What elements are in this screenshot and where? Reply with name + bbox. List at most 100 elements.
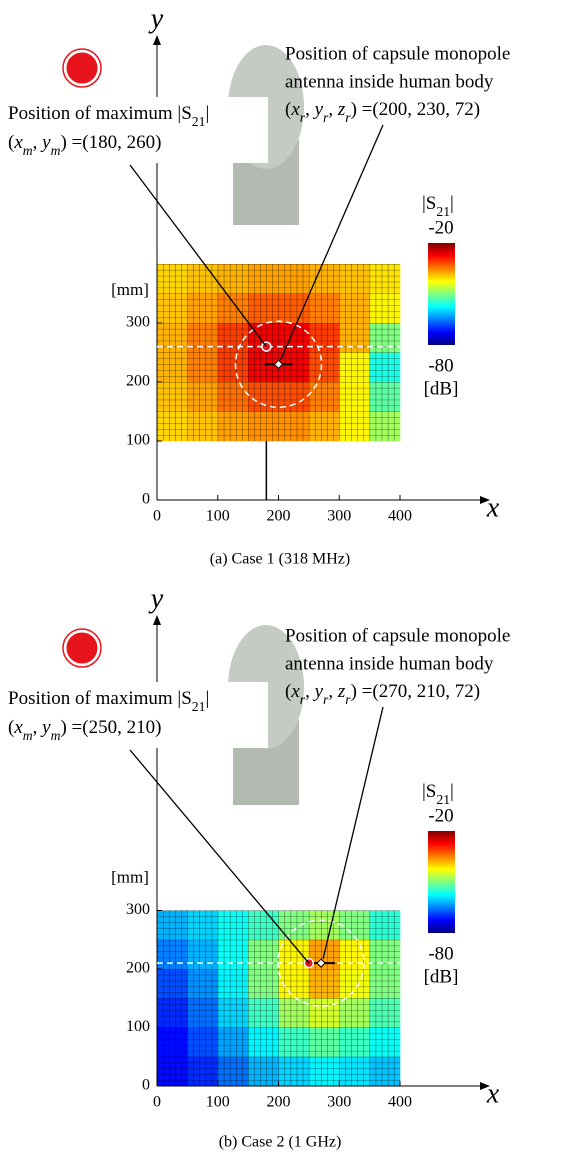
text-part: y <box>40 717 51 738</box>
max-label: Position of maximum |S21| <box>8 688 209 713</box>
colorbar <box>428 831 455 933</box>
colorbar-title: |S21| <box>422 193 454 218</box>
max-label: Position of maximum |S21| <box>8 103 209 128</box>
text-part: x <box>290 99 300 120</box>
text-part: , <box>305 681 315 702</box>
text-part: y <box>40 132 51 153</box>
text-part: | <box>205 688 209 709</box>
text-part: |S <box>422 193 436 214</box>
y-tick-label: 300 <box>126 901 150 918</box>
text-part: r <box>323 692 329 707</box>
text-part: r <box>345 110 351 125</box>
y-tick-label: 100 <box>126 1018 150 1035</box>
x-tick-label: 300 <box>327 1094 351 1111</box>
colorbar-title: |S21| <box>422 781 454 806</box>
text-part: z <box>337 681 346 702</box>
x-tick-label: 100 <box>206 508 230 525</box>
text-part: r <box>300 110 306 125</box>
label-box <box>0 682 268 748</box>
colorbar <box>428 243 455 345</box>
antenna-marker <box>316 958 326 968</box>
y-axis-label: y <box>148 583 164 614</box>
label-box <box>0 97 268 163</box>
max-pointer <box>129 164 267 347</box>
antenna-marker <box>273 359 284 370</box>
text-part: Position of maximum |S <box>8 103 192 124</box>
y-tick-label: 200 <box>126 960 150 977</box>
antenna-coords: (xr, yr, zr) =(200, 230, 72) <box>285 99 480 124</box>
colorbar-min: -80 <box>428 355 453 376</box>
text-part: 21 <box>192 699 206 714</box>
text-part: ( <box>8 717 14 738</box>
text-part: , <box>328 681 338 702</box>
x-axis-label: x <box>486 492 500 523</box>
x-tick-label: 0 <box>153 1094 161 1111</box>
legend-icon <box>63 629 101 667</box>
guide-circle <box>234 320 323 409</box>
text-part: ) =(200, 230, 72) <box>351 99 480 120</box>
text-part: | <box>205 103 209 124</box>
caption: (b) Case 2 (1 GHz) <box>219 1134 342 1151</box>
antenna-pointer <box>322 706 384 960</box>
legend-icon-ring <box>62 628 102 668</box>
antenna-coords: (xr, yr, zr) =(270, 210, 72) <box>285 681 480 706</box>
text-part: ) =(270, 210, 72) <box>351 681 480 702</box>
legend-icon-ring <box>62 48 102 88</box>
text-part: 21 <box>436 204 450 219</box>
y-unit: [mm] <box>111 280 149 299</box>
max-coords: (xm, ym) =(180, 260) <box>8 132 161 157</box>
antenna-label: antenna inside human body <box>285 71 494 92</box>
y-tick-label: 200 <box>126 373 150 390</box>
text-part: ( <box>8 132 14 153</box>
text-part: y <box>313 99 324 120</box>
mesh-overlay <box>157 264 400 441</box>
caption: (a) Case 1 (318 MHz) <box>210 551 350 568</box>
text-part: r <box>300 692 306 707</box>
y-axis-label: y <box>148 3 164 34</box>
text-part: m <box>51 143 61 158</box>
text-part: 21 <box>436 792 450 807</box>
x-tick-label: 400 <box>388 508 412 525</box>
legend-icon <box>63 49 101 87</box>
x-tick-label: 200 <box>267 1094 291 1111</box>
text-part: y <box>313 681 324 702</box>
text-part: ( <box>285 99 291 120</box>
max-pointer <box>129 749 310 964</box>
y-tick-label: 100 <box>126 432 150 449</box>
colorbar-min: -80 <box>428 943 453 964</box>
colorbar-unit: [dB] <box>424 378 459 399</box>
text-part: | <box>450 193 454 214</box>
text-part: 21 <box>192 114 206 129</box>
text-part: ) =(180, 260) <box>60 132 161 153</box>
y-tick-label: 300 <box>126 314 150 331</box>
x-tick-label: 300 <box>327 508 351 525</box>
y-arrow <box>153 35 161 45</box>
x-tick-label: 400 <box>388 1094 412 1111</box>
y-tick-label: 0 <box>142 1077 150 1094</box>
x-arrow <box>480 496 490 504</box>
text-part: , <box>305 99 315 120</box>
text-part: m <box>23 728 33 743</box>
antenna-label: antenna inside human body <box>285 653 494 674</box>
text-part: r <box>323 110 329 125</box>
antenna-label: Position of capsule monopole <box>285 625 510 646</box>
text-part: Position of maximum |S <box>8 688 192 709</box>
text-part: , <box>328 99 338 120</box>
text-part: x <box>290 681 300 702</box>
x-tick-label: 100 <box>206 1094 230 1111</box>
text-part: m <box>23 143 33 158</box>
colorbar-max: -20 <box>428 805 453 826</box>
text-part: x <box>13 717 23 738</box>
x-axis-label: x <box>486 1078 500 1109</box>
text-part: r <box>345 692 351 707</box>
y-unit: [mm] <box>111 867 149 886</box>
y-arrow <box>153 615 161 625</box>
max-coords: (xm, ym) =(250, 210) <box>8 717 161 742</box>
text-part: | <box>450 781 454 802</box>
antenna-pointer <box>279 124 384 361</box>
text-part: |S <box>422 781 436 802</box>
colorbar-max: -20 <box>428 217 453 238</box>
guide-circle <box>277 919 365 1007</box>
